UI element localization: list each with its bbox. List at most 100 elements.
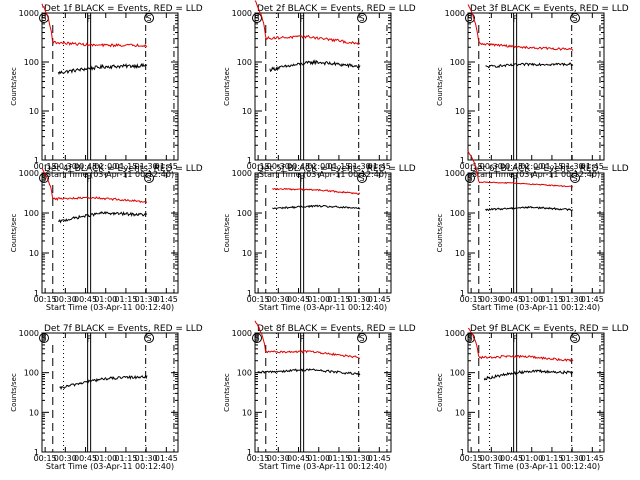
- detector-panel: Det 6f BLACK = Events, RED = LLD11010010…: [436, 150, 629, 312]
- events-series-line: [272, 204, 361, 210]
- x-tick-label: 01:15: [114, 454, 137, 463]
- x-tick-label: 01:15: [327, 162, 350, 171]
- marker-label-s: S: [41, 334, 46, 343]
- x-tick-label: 00:15: [247, 162, 270, 171]
- lld-series-line: [254, 320, 361, 360]
- x-tick-label: 01:00: [520, 295, 543, 304]
- detector-panel: Det 2f BLACK = Events, RED = LLD 1 10 100 10…: [223, 0, 416, 179]
- y-axis-title: Counts/sec: [10, 214, 18, 253]
- y-tick-label: 10: [242, 408, 252, 417]
- y-tick-label: 1000: [232, 329, 252, 338]
- y-tick-label: 1000: [19, 9, 39, 18]
- events-series-line: [483, 369, 574, 381]
- x-tick-label: 01:30: [135, 162, 158, 171]
- x-tick-label: 01:15: [540, 295, 563, 304]
- events-series-line: [269, 59, 361, 73]
- detector-panel: Det 3f BLACK = Events, RED = LLD 1 10 100 10…: [436, 4, 629, 179]
- x-tick-label: 01:30: [348, 295, 371, 304]
- marker-label-s: S: [572, 14, 577, 23]
- marker-circle: [144, 333, 155, 343]
- marker-label-f: F: [87, 175, 92, 185]
- x-tick-label: 01:45: [368, 162, 391, 171]
- marker-circle: [357, 13, 368, 23]
- x-tick-label: 00:45: [500, 162, 523, 171]
- x-tick-label: 00:15: [34, 162, 57, 171]
- x-tick-label: 01:15: [540, 162, 563, 171]
- x-tick-label: 01:30: [561, 162, 584, 171]
- panel-title: Det 1f BLACK = Events, RED = LLD: [44, 4, 203, 14]
- marker-label-s: S: [467, 174, 472, 183]
- lld-series-line: [467, 150, 574, 188]
- y-tick-label: 1000: [445, 169, 465, 178]
- marker-label-s: S: [146, 174, 151, 183]
- plot-frame: [467, 332, 605, 453]
- y-tick-label: 1000: [445, 9, 465, 18]
- x-tick-label: 00:15: [34, 454, 57, 463]
- x-axis-title: Start Time (03-Apr-11 00:12:40): [46, 303, 174, 312]
- marker-label-s: S: [359, 174, 364, 183]
- y-tick-label: 1: [460, 156, 465, 165]
- y-axis-title: Counts/sec: [223, 214, 231, 253]
- y-tick-label: 1: [34, 156, 39, 165]
- detector-panel: Det 5f BLACK = Events, RED = LLD 1 10 100 10…: [223, 164, 416, 312]
- y-tick-label: 100: [450, 58, 465, 67]
- detector-panel: Det 9f BLACK = Events, RED = LLD 1 10 100 10…: [436, 324, 629, 471]
- marker-label-s: S: [254, 14, 259, 23]
- marker-label-s: S: [467, 334, 472, 343]
- x-tick-label: 00:45: [500, 295, 523, 304]
- y-tick-label: 100: [450, 209, 465, 218]
- events-series-line: [59, 374, 148, 390]
- events-series-line: [485, 205, 574, 212]
- detector-panel: Det 1f BLACK = Events, RED = LLD 1 10 100 10…: [10, 3, 203, 179]
- marker-circle: [465, 173, 475, 183]
- y-axis-title: Counts/sec: [436, 67, 444, 106]
- x-axis-title: Start Time (03-Apr-11 00:12:40): [46, 462, 174, 471]
- marker-circle: [39, 173, 49, 183]
- plot-frame: [254, 172, 392, 294]
- detector-panel: Det 4f BLACK = Events, RED = LLD 1 10 100 10…: [10, 164, 203, 312]
- marker-label-s: S: [467, 14, 472, 23]
- y-axis-title: Counts/sec: [10, 373, 18, 412]
- x-tick-label: 01:30: [135, 454, 158, 463]
- x-tick-label: 01:00: [94, 295, 117, 304]
- x-tick-label: 01:30: [348, 162, 371, 171]
- y-tick-label: 10: [242, 107, 252, 116]
- y-axis-title: Counts/sec: [223, 67, 231, 106]
- lld-series-line: [41, 167, 148, 204]
- marker-circle: [252, 13, 262, 23]
- y-tick-label: 100: [450, 369, 465, 378]
- marker-label-f: F: [300, 175, 305, 185]
- plot-frame: [41, 172, 179, 294]
- x-tick-label: 01:45: [368, 454, 391, 463]
- x-axis-title: Start Time (03-Apr-11 00:12:40): [259, 462, 387, 471]
- x-axis-title: Start Time (03-Apr-11 00:12:40): [472, 462, 600, 471]
- marker-label-s: S: [146, 334, 151, 343]
- x-tick-label: 00:15: [247, 454, 270, 463]
- x-tick-label: 01:45: [581, 295, 604, 304]
- panel-title: Det 5f BLACK = Events, RED = LLD: [257, 164, 416, 174]
- panel-title: Det 7f BLACK = Events, RED = LLD: [44, 324, 203, 334]
- x-tick-label: 00:30: [480, 295, 503, 304]
- x-axis-title: Start Time (03-Apr-11 00:12:40): [259, 170, 387, 179]
- marker-circle: [570, 13, 581, 23]
- y-tick-label: 1: [247, 448, 252, 457]
- y-tick-label: 1000: [19, 169, 39, 178]
- y-tick-label: 10: [455, 107, 465, 116]
- x-tick-label: 01:00: [520, 454, 543, 463]
- plot-frame: [254, 332, 392, 453]
- plot-frame: [467, 12, 605, 161]
- y-tick-label: 1: [34, 289, 39, 298]
- y-tick-label: 10: [455, 249, 465, 258]
- y-tick-label: 100: [24, 209, 39, 218]
- plot-frame: [467, 172, 605, 294]
- x-tick-label: 00:45: [287, 162, 310, 171]
- y-tick-label: 100: [24, 58, 39, 67]
- marker-circle: [357, 333, 368, 343]
- panel-title: Det 9f BLACK = Events, RED = LLD: [470, 324, 629, 334]
- x-tick-label: 00:30: [480, 162, 503, 171]
- marker-circle: [465, 13, 475, 23]
- plot-frame: [41, 12, 179, 161]
- x-tick-label: 00:30: [267, 162, 290, 171]
- marker-label-s: S: [254, 334, 259, 343]
- lld-series-line: [254, 0, 361, 46]
